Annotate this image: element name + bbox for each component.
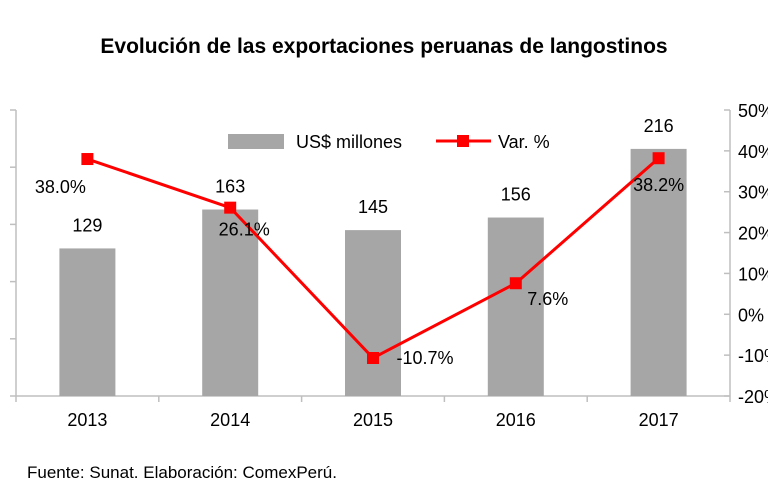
line-data-label: -10.7%: [396, 348, 453, 368]
right-tick-label: 0%: [738, 305, 764, 325]
bar: [202, 209, 259, 396]
line-marker: [81, 153, 94, 166]
line-data-label: 38.0%: [35, 177, 86, 197]
bar-data-label: 145: [358, 197, 388, 217]
legend-label-bars: US$ millones: [296, 132, 402, 152]
right-tick-label: -20%: [738, 387, 768, 407]
legend-swatch-bars: [228, 134, 284, 149]
bar: [59, 248, 116, 396]
bar-data-label: 163: [215, 177, 245, 197]
source-note: Fuente: Sunat. Elaboración: ComexPerú.: [27, 463, 337, 482]
right-tick-label: 10%: [738, 264, 768, 284]
x-tick-label: 2017: [639, 410, 679, 430]
x-tick-label: 2013: [67, 410, 107, 430]
legend: US$ millones Var. %: [228, 132, 550, 152]
bar-data-label: 129: [72, 215, 102, 235]
line-data-label: 7.6%: [527, 289, 568, 309]
right-tick-label: -10%: [738, 346, 768, 366]
bar: [630, 148, 687, 396]
legend-marker: [457, 135, 469, 147]
right-tick-label: 50%: [738, 101, 768, 121]
chart-title: Evolución de las exportaciones peruanas …: [100, 35, 668, 58]
x-tick-label: 2015: [353, 410, 393, 430]
x-tick-label: 2014: [210, 410, 250, 430]
line-marker: [224, 201, 237, 214]
bar: [345, 230, 401, 396]
line-marker: [367, 352, 379, 365]
right-tick-label: 40%: [738, 142, 768, 162]
bar-data-label: 156: [501, 185, 531, 205]
legend-label-line: Var. %: [498, 132, 550, 152]
line-marker: [652, 152, 665, 165]
bar-data-label: 216: [644, 116, 674, 136]
right-tick-label: 30%: [738, 183, 768, 203]
line-data-label: 26.1%: [219, 220, 270, 240]
line-marker: [509, 277, 522, 290]
x-tick-label: 2016: [496, 410, 536, 430]
bar: [487, 217, 544, 396]
right-tick-label: 20%: [738, 224, 768, 244]
line-data-label: 38.2%: [633, 175, 684, 195]
